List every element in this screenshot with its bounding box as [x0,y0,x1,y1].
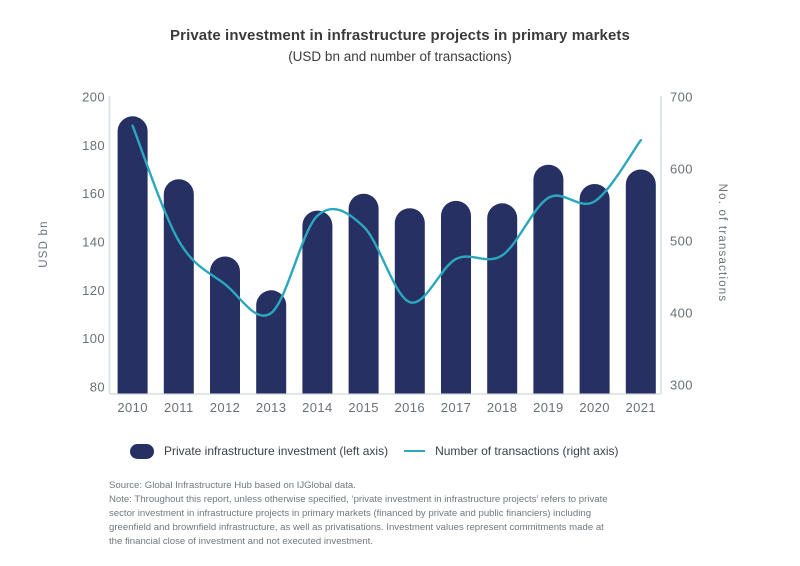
bar-2016 [394,208,425,394]
bar-2013 [256,290,287,394]
chart-subtitle: (USD bn and number of transactions) [288,49,512,64]
x-axis-label-2010: 2010 [117,400,148,415]
bar-series-swatch-icon [130,443,154,459]
bar-2017 [441,200,471,394]
left-axis-tick-100: 100 [82,331,105,346]
methodology-note: Note: Throughout this report, unless oth… [109,494,608,547]
right-axis-tick-400: 400 [670,306,693,321]
x-axis-label-2021: 2021 [626,400,657,415]
legend-label-investment: Private infrastructure investment (left … [164,444,389,458]
transactions-line [131,124,642,317]
left-axis-tick-120: 120 [82,283,105,298]
x-axis-label-2018: 2018 [487,400,518,415]
bar-2019 [533,164,564,394]
source-note: Source: Global Infrastructure Hub based … [109,480,356,491]
x-axis-label-2019: 2019 [533,400,564,415]
x-axis-label-2012: 2012 [210,400,241,415]
bar-2020 [579,184,610,394]
bar-2010 [117,116,148,394]
right-axis-tick-300: 300 [670,378,693,393]
bar-2011 [163,179,194,394]
left-axis-tick-80: 80 [90,380,105,395]
x-axis-label-2016: 2016 [395,400,426,415]
left-axis-tick-180: 180 [82,138,105,153]
left-axis-tick-200: 200 [82,90,105,105]
legend-item-transactions: Number of transactions (right axis) [404,442,618,460]
x-axis-label-2011: 2011 [164,400,194,415]
chart-legend: Private infrastructure investment (left … [130,442,618,460]
x-axis-label-2017: 2017 [441,400,472,415]
bar-2018 [487,203,518,394]
legend-label-transactions: Number of transactions (right axis) [435,444,619,458]
right-axis-tick-700: 700 [670,90,693,105]
right-axis-tick-500: 500 [670,234,693,249]
bar-2014 [302,210,333,394]
x-axis-label-2015: 2015 [348,400,379,415]
x-axis-label-2020: 2020 [579,400,610,415]
x-axis-label-2013: 2013 [256,400,287,415]
legend-item-investment: Private infrastructure investment (left … [130,442,388,460]
line-series-swatch-icon [404,450,426,452]
bar-2021 [625,169,656,394]
left-axis-tick-140: 140 [82,235,105,250]
chart-title: Private investment in infrastructure pro… [170,27,630,44]
right-axis-title: No. of transactions [716,184,728,303]
left-axis-tick-160: 160 [82,186,105,201]
right-axis-tick-600: 600 [670,162,693,177]
x-axis-label-2014: 2014 [302,400,333,415]
bar-2015 [348,193,379,394]
footer-notes: Source: Global Infrastructure Hub based … [109,479,611,549]
left-axis-title: USD bn [38,220,50,267]
